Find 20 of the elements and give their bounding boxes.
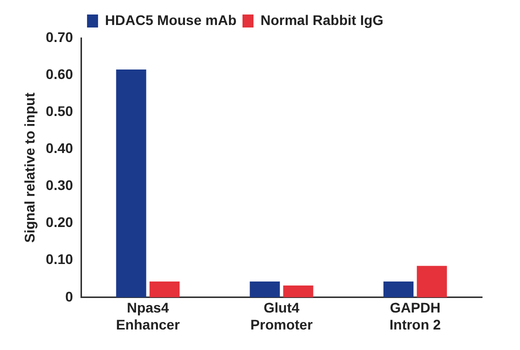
y-tick-label: 0.40 [46,140,74,156]
bar [116,70,146,298]
y-tick-label: 0.30 [46,177,74,194]
legend-label: Normal Rabbit IgG [260,12,384,28]
y-tick-label: 0.50 [46,102,74,119]
bar [416,266,447,298]
y-tick-label: 0 [65,288,74,304]
y-tick-label: 0.20 [46,214,74,230]
bar [150,281,180,298]
legend-label: HDAC5 Mouse mAb [105,12,237,28]
x-tick-label: GAPDH Intron 2 [390,300,442,332]
bar [383,281,414,298]
y-tick-label: 0.60 [46,66,74,82]
bar [250,281,280,298]
bar [283,286,314,298]
x-tick-label: Glut4 Promoter [250,300,314,332]
y-tick-label: 0.70 [46,28,74,45]
y-tick-label: 0.10 [46,251,74,268]
x-tick-label: Npas4 Enhancer [116,300,180,332]
y-axis-title: Signal relative to input [21,92,38,243]
